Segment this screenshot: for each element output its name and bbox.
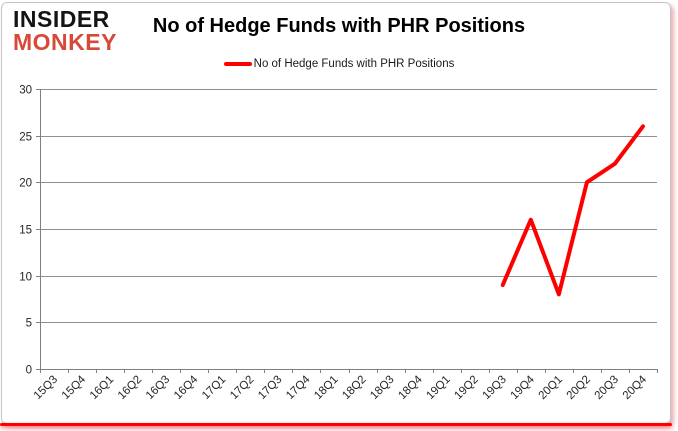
x-tick-label: 18Q4	[396, 373, 425, 402]
x-tick-label: 17Q2	[228, 374, 256, 402]
x-tick-label: 15Q3	[32, 374, 60, 402]
y-tick-label: 25	[19, 132, 32, 144]
x-tick-label: 17Q1	[200, 374, 228, 402]
x-tick-label: 20Q2	[565, 374, 593, 402]
x-tick-label: 16Q1	[88, 374, 116, 402]
y-tick-label: 30	[19, 85, 32, 97]
x-tick-label: 20Q4	[621, 373, 650, 402]
x-tick-label: 19Q2	[452, 374, 480, 402]
x-tick-label: 17Q3	[256, 374, 284, 402]
chart-title: No of Hedge Funds with PHR Positions	[152, 15, 526, 37]
x-tick-label: 15Q4	[60, 373, 89, 402]
insider-monkey-logo: INSIDER MONKEY	[13, 8, 117, 54]
logo-text-insider: INSIDER	[13, 6, 110, 32]
chart-card	[1, 2, 671, 424]
x-tick-label: 16Q3	[144, 374, 172, 402]
y-tick-label: 5	[26, 318, 32, 330]
logo-text-monkey: MONKEY	[13, 29, 117, 55]
x-tick-label: 19Q3	[480, 374, 508, 402]
x-tick-label: 17Q4	[284, 373, 313, 402]
legend-label: No of Hedge Funds with PHR Positions	[253, 58, 455, 70]
series-line	[500, 124, 645, 297]
x-tick-label: 16Q4	[172, 373, 201, 402]
y-tick-label: 0	[26, 365, 32, 377]
x-tick-label: 18Q2	[340, 374, 368, 402]
legend-line-swatch	[223, 62, 252, 66]
x-tick-label: 16Q2	[116, 374, 144, 402]
y-tick-label: 20	[19, 178, 32, 190]
x-tick-label: 18Q3	[368, 374, 396, 402]
y-tick-label: 10	[19, 272, 32, 284]
legend: No of Hedge Funds with PHR Positions	[0, 58, 678, 70]
x-tick-label: 19Q4	[509, 373, 538, 402]
bottom-accent-bar	[0, 423, 672, 426]
x-tick-label: 20Q3	[593, 374, 621, 402]
x-tick-label: 18Q1	[312, 374, 340, 402]
x-tick-label: 20Q1	[537, 374, 565, 402]
y-tick-label: 15	[19, 225, 32, 237]
x-tick-label: 19Q1	[424, 374, 452, 402]
